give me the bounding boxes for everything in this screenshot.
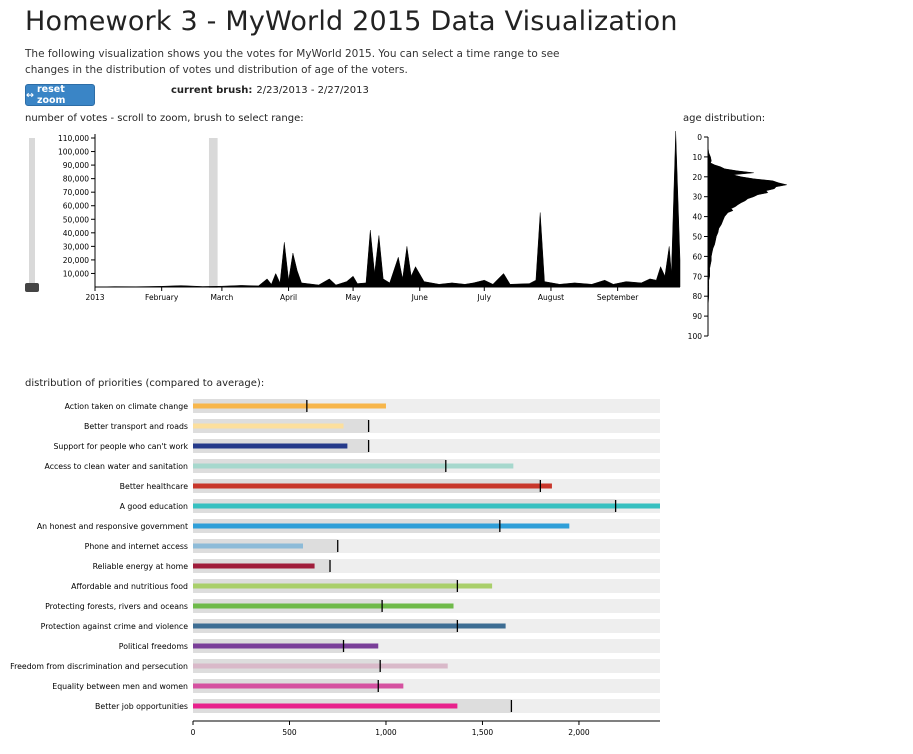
age-tick-label: 100 [688, 332, 703, 341]
priority-label: Access to clean water and sanitation [45, 462, 189, 471]
priority-label: Freedom from discrimination and persecut… [10, 662, 188, 671]
age-tick-label: 0 [697, 133, 702, 142]
age-distribution-chart: 0 10 20 30 40 50 60 70 80 90 100 [688, 133, 787, 341]
x-tick-label: March [210, 293, 233, 302]
priority-label: Better healthcare [120, 482, 189, 491]
page-title: Homework 3 - MyWorld 2015 Data Visualiza… [25, 6, 678, 37]
priority-value-bar [193, 503, 660, 509]
priority-label: Better job opportunities [95, 702, 188, 711]
y-tick-label: 30,000 [63, 242, 89, 251]
priority-value-bar [193, 483, 552, 489]
current-brush: current brush: 2/23/2013 - 2/27/2013 [171, 85, 369, 96]
priority-value-bar [193, 403, 386, 409]
y-tick-label: 10,000 [63, 269, 89, 278]
y-tick-label: 90,000 [63, 161, 89, 170]
priority-value-bar [193, 443, 348, 449]
priority-label: Protecting forests, rivers and oceans [45, 602, 188, 611]
age-tick-label: 90 [692, 312, 702, 321]
priority-label: Action taken on climate change [65, 402, 189, 411]
y-tick-label: 100,000 [58, 148, 89, 157]
priority-value-bar [193, 563, 315, 569]
priority-label: Equality between men and women [52, 682, 188, 691]
resize-arrows-icon: ↔ [26, 89, 34, 101]
current-brush-label: current brush: [171, 85, 253, 96]
priority-label: Better transport and roads [84, 422, 188, 431]
votes-chart-heading: number of votes - scroll to zoom, brush … [25, 113, 304, 124]
priority-x-tick-label: 1,000 [375, 728, 397, 737]
age-tick-label: 30 [692, 193, 702, 202]
priority-value-bar [193, 683, 404, 689]
priority-x-tick-label: 1,500 [472, 728, 494, 737]
priority-label: An honest and responsive government [37, 522, 188, 531]
y-tick-label: 20,000 [63, 256, 89, 265]
reset-zoom-label: reset zoom [36, 84, 66, 106]
zoom-scroll-track[interactable] [29, 138, 35, 288]
priority-x-tick-label: 0 [191, 728, 196, 737]
age-tick-label: 40 [692, 213, 702, 222]
x-tick-label: May [345, 293, 361, 302]
priorities-chart: Action taken on climate change Better tra… [10, 399, 660, 737]
age-chart-heading: age distribution: [683, 113, 766, 124]
priority-label: Affordable and nutritious food [71, 582, 188, 591]
reset-zoom-button[interactable]: ↔ reset zoom [25, 84, 95, 106]
priority-x-tick-label: 2,000 [568, 728, 590, 737]
priority-label: Support for people who can't work [53, 442, 188, 451]
priority-value-bar [193, 623, 506, 629]
x-tick-label: July [477, 293, 492, 302]
age-tick-label: 70 [692, 272, 702, 281]
priority-value-bar [193, 663, 448, 669]
y-tick-label: 40,000 [63, 229, 89, 238]
priority-value-bar [193, 543, 303, 549]
y-tick-label: 70,000 [63, 188, 89, 197]
y-tick-label: 50,000 [63, 215, 89, 224]
priority-track [193, 399, 660, 413]
y-tick-label: 80,000 [63, 175, 89, 184]
brush-selection[interactable] [208, 138, 218, 288]
y-tick-label: 60,000 [63, 202, 89, 211]
page-description: The following visualization shows you th… [25, 48, 560, 76]
x-tick-label: June [411, 293, 429, 302]
age-area [707, 137, 787, 336]
age-tick-label: 60 [692, 252, 702, 261]
priority-value-bar [193, 703, 458, 709]
zoom-scroll-handle[interactable] [25, 283, 39, 292]
x-tick-label: August [538, 293, 564, 302]
x-tick-label: 2013 [85, 293, 104, 302]
y-tick-label: 110,000 [58, 134, 89, 143]
priority-value-bar [193, 583, 493, 589]
priority-value-bar [193, 523, 570, 529]
x-tick-label: September [597, 293, 639, 302]
age-tick-label: 10 [692, 153, 702, 162]
priorities-chart-heading: distribution of priorities (compared to … [25, 378, 265, 389]
votes-timeline-chart[interactable]: 10,000 20,000 30,000 40,000 50,000 60,000 70,0… [0, 128, 690, 310]
priority-value-bar [193, 463, 514, 469]
priority-label: Political freedoms [119, 642, 188, 651]
priority-value-bar [193, 643, 379, 649]
x-tick-label: February [145, 293, 179, 302]
votes-area [94, 131, 681, 288]
priority-label: Protection against crime and violence [41, 622, 189, 631]
priority-value-bar [193, 423, 344, 429]
x-tick-label: April [280, 293, 297, 302]
current-brush-value: 2/23/2013 - 2/27/2013 [256, 85, 369, 96]
priority-label: A good education [120, 502, 188, 511]
age-tick-label: 50 [692, 233, 702, 242]
age-tick-label: 80 [692, 292, 702, 301]
priority-label: Reliable energy at home [93, 562, 189, 571]
priority-value-bar [193, 603, 454, 609]
priority-x-tick-label: 500 [282, 728, 297, 737]
age-tick-label: 20 [692, 173, 702, 182]
priority-label: Phone and internet access [85, 542, 188, 551]
